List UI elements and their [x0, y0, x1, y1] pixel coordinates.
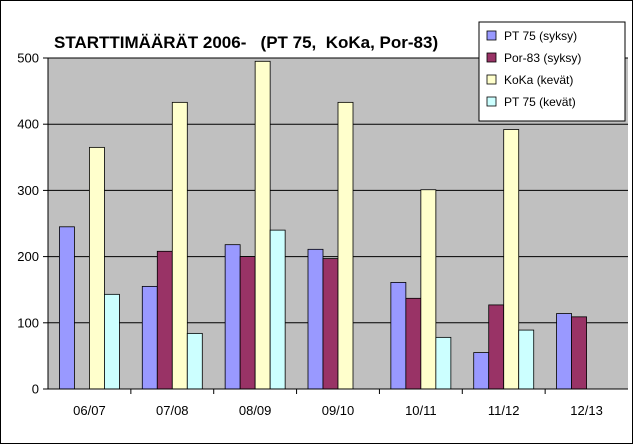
legend-label: KoKa (kevät): [504, 73, 573, 87]
bar: [254, 60, 271, 390]
legend-label: PT 75 (kevät): [504, 95, 576, 109]
bar: [141, 285, 158, 390]
chart-title: STARTTIMÄÄRÄT 2006- (PT 75, KoKa, Por-83…: [54, 33, 438, 52]
bar: [518, 329, 535, 390]
legend-swatch: [486, 74, 497, 85]
legend-label: PT 75 (syksy): [504, 29, 577, 43]
x-tick-label: 06/07: [73, 403, 106, 418]
bar: [503, 129, 520, 390]
bar: [435, 336, 452, 390]
y-tick-labels: 0 100 200 300 400 500: [17, 51, 48, 397]
legend-swatch: [486, 96, 497, 107]
y-tick-label: 500: [17, 51, 39, 66]
bar: [59, 226, 75, 390]
x-tick-label: 09/10: [322, 403, 355, 418]
bar: [322, 258, 339, 390]
y-tick-label: 300: [17, 183, 39, 198]
y-tick-label: 100: [17, 315, 39, 330]
y-tick-label: 0: [32, 382, 39, 397]
legend-box: [478, 21, 626, 122]
bar: [337, 101, 354, 390]
bar: [104, 293, 120, 390]
x-tick-label: 07/08: [156, 403, 189, 418]
bar: [390, 282, 407, 390]
bar: [171, 101, 188, 390]
y-tick-label: 400: [17, 117, 39, 132]
legend-label: Por-83 (syksy): [504, 51, 581, 65]
bar: [420, 189, 437, 390]
bar: [224, 244, 241, 390]
legend-swatch: [486, 52, 497, 63]
bar: [156, 250, 173, 390]
y-tick-label: 200: [17, 249, 39, 264]
bar: [269, 229, 286, 390]
bar: [488, 304, 505, 390]
legend: PT 75 (syksy) Por-83 (syksy) KoKa (kevät) P…: [478, 21, 626, 122]
x-tick-label: 08/09: [239, 403, 272, 418]
bar: [186, 332, 203, 390]
bar: [89, 146, 105, 390]
bar: [571, 316, 587, 390]
x-tick-labels: 06/07 07/08 08/09 09/10 10/11 11/12 12/13: [73, 389, 603, 418]
x-tick-label: 10/11: [405, 403, 437, 418]
axes: [47, 58, 628, 390]
bar: [556, 313, 572, 390]
bar: [473, 352, 490, 390]
legend-swatch: [486, 30, 497, 41]
x-tick-label: 11/12: [488, 403, 520, 418]
bar: [405, 297, 422, 390]
bar: [239, 256, 256, 390]
bar: [307, 248, 324, 390]
x-tick-label: 12/13: [570, 403, 603, 418]
